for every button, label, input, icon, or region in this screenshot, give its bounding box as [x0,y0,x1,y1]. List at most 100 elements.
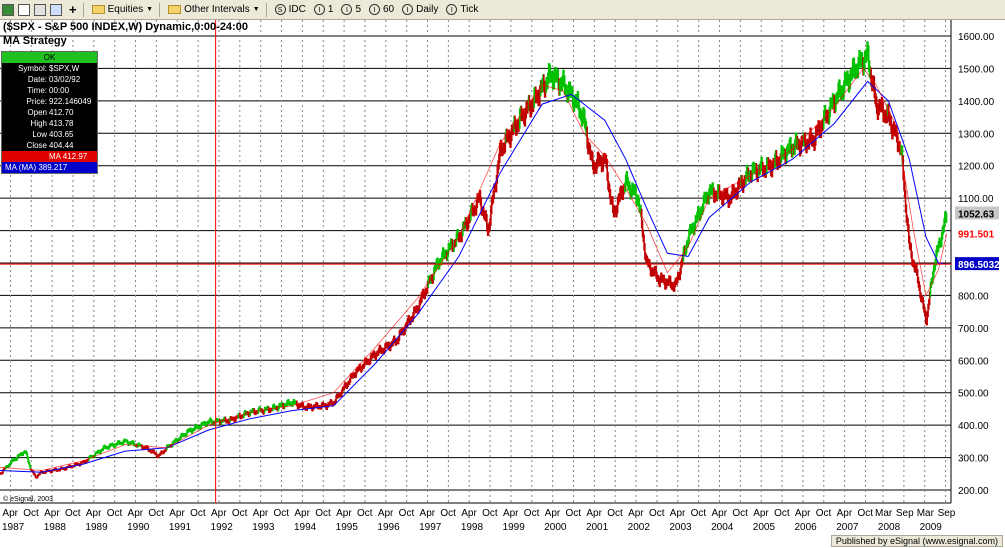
y-tick-label: 1500.00 [958,64,995,75]
other-intervals-menu[interactable]: Other Intervals ▼ [165,2,263,18]
x-tick-label: Apr [211,508,227,519]
equities-label: Equities [107,4,144,15]
price-chart[interactable]: 1600.00 1500.00 1400.00 1300.00 1200.00 1100.… [0,20,1005,548]
cursor-price-label: 896.5032 [958,260,1000,271]
chart-icon[interactable] [2,3,14,16]
mama-line [0,80,947,473]
x-year-label: 1995 [336,522,359,533]
x-tick-label: Oct [691,508,707,519]
ok-status[interactable]: OK [2,52,97,63]
data-window-row: Time: 00:00 [2,85,97,96]
x-year-label: 1987 [2,522,25,533]
x-year-label: 1989 [85,522,108,533]
data-window-key: Price: [26,97,47,106]
x-tick-label: Oct [274,508,290,519]
i-icon: I [341,4,353,15]
x-tick-label: Oct [816,508,832,519]
y-tick-label: 700.00 [958,324,989,335]
ma-value-text: MA 412.97 [49,152,88,161]
y-tick-label: 1300.00 [958,129,995,140]
ma-value: MA 412.97 [2,151,97,162]
separator [82,2,84,17]
idc-label: IDC [288,4,306,15]
quote-icon[interactable] [18,3,30,16]
data-window-row: Open 412.70 [2,107,97,118]
x-tick-label: Apr [294,508,310,519]
x-tick-label: Oct [399,508,415,519]
ma-price-label: 991.501 [958,229,995,240]
data-window-value: 413.78 [49,119,74,128]
data-window-value: 922.146049 [49,97,92,106]
x-year-label: 2003 [669,522,692,533]
x-tick-label: Oct [607,508,623,519]
chevron-down-icon: ▼ [252,6,260,13]
separator [265,2,267,17]
data-window-row: Symbol: $SPX,W [2,63,97,74]
x-tick-label: Oct [23,508,39,519]
x-tick-label: Apr [336,508,352,519]
x-year-label: 1993 [252,522,275,533]
x-year-label: 1999 [503,522,526,533]
x-tick-label: Apr [44,508,60,519]
x-tick-label: Oct [190,508,206,519]
y-tick-label: 300.00 [958,454,989,465]
i-icon: I [313,4,325,15]
x-tick-label: Mar [875,508,893,519]
x-year-label: 2001 [586,522,609,533]
study-title: MA Strategy [3,35,67,47]
equities-menu[interactable]: Equities ▼ [89,2,157,18]
data-window-value: 403.65 [49,130,74,139]
x-tick-label: Apr [128,508,144,519]
data-window: OK Symbol: $SPX,W Date: 03/02/92 Time: 00:00 P… [1,51,98,174]
x-tick-label: Oct [482,508,498,519]
y-tick-label: 1100.00 [958,194,994,205]
data-window-key: Close [26,141,47,150]
idc-button[interactable]: S IDC [272,2,309,18]
x-tick-label: Oct [524,508,540,519]
x-tick-label: Apr [795,508,811,519]
daily-label: Daily [416,4,439,15]
x-tick-label: Apr [253,508,269,519]
x-tick-label: Apr [169,508,185,519]
x-year-label: 2002 [628,522,651,533]
data-window-key: Open [27,108,47,117]
interval-60-button[interactable]: I 60 [366,2,397,18]
page-icon[interactable] [34,3,46,16]
separator [159,2,161,17]
x-year-label: 2008 [878,522,901,533]
interval-5-label: 5 [355,4,361,15]
folder-icon [91,5,105,14]
x-tick-label: Oct [857,508,873,519]
x-year-label: 1991 [169,522,192,533]
x-tick-label: Mar [917,508,935,519]
x-year-label: 1990 [127,522,150,533]
x-tick-label: Sep [938,508,956,519]
x-tick-label: Apr [503,508,519,519]
copyright-text: © eSignal, 2003 [3,496,53,503]
y-tick-label: 200.00 [958,486,989,497]
data-window-value: 412.70 [49,108,74,117]
x-year-label: 1994 [294,522,317,533]
x-tick-label: Apr [586,508,602,519]
data-window-rows: Symbol: $SPX,W Date: 03/02/92 Time: 00:00 Pric… [2,63,97,151]
x-tick-label: Oct [232,508,248,519]
x-tick-label: Oct [732,508,748,519]
chart-area[interactable]: 1600.00 1500.00 1400.00 1300.00 1200.00 1100.… [0,20,1005,548]
tick-button[interactable]: I Tick [443,2,481,18]
x-year-label: 2005 [753,522,776,533]
y-tick-label: 1200.00 [958,162,995,173]
add-icon[interactable]: + [69,2,77,17]
grid-icon[interactable] [50,3,62,16]
chevron-down-icon: ▼ [146,6,154,13]
x-tick-label: Apr [628,508,644,519]
daily-button[interactable]: I Daily [399,2,441,18]
x-year-label: 2006 [795,522,818,533]
x-year-label: 2004 [711,522,734,533]
data-window-value: 03/02/92 [49,75,81,84]
data-window-key: Symbol: [18,64,47,73]
data-window-key: Low [32,130,47,139]
x-tick-label: Apr [86,508,102,519]
data-window-key: High [30,119,47,128]
